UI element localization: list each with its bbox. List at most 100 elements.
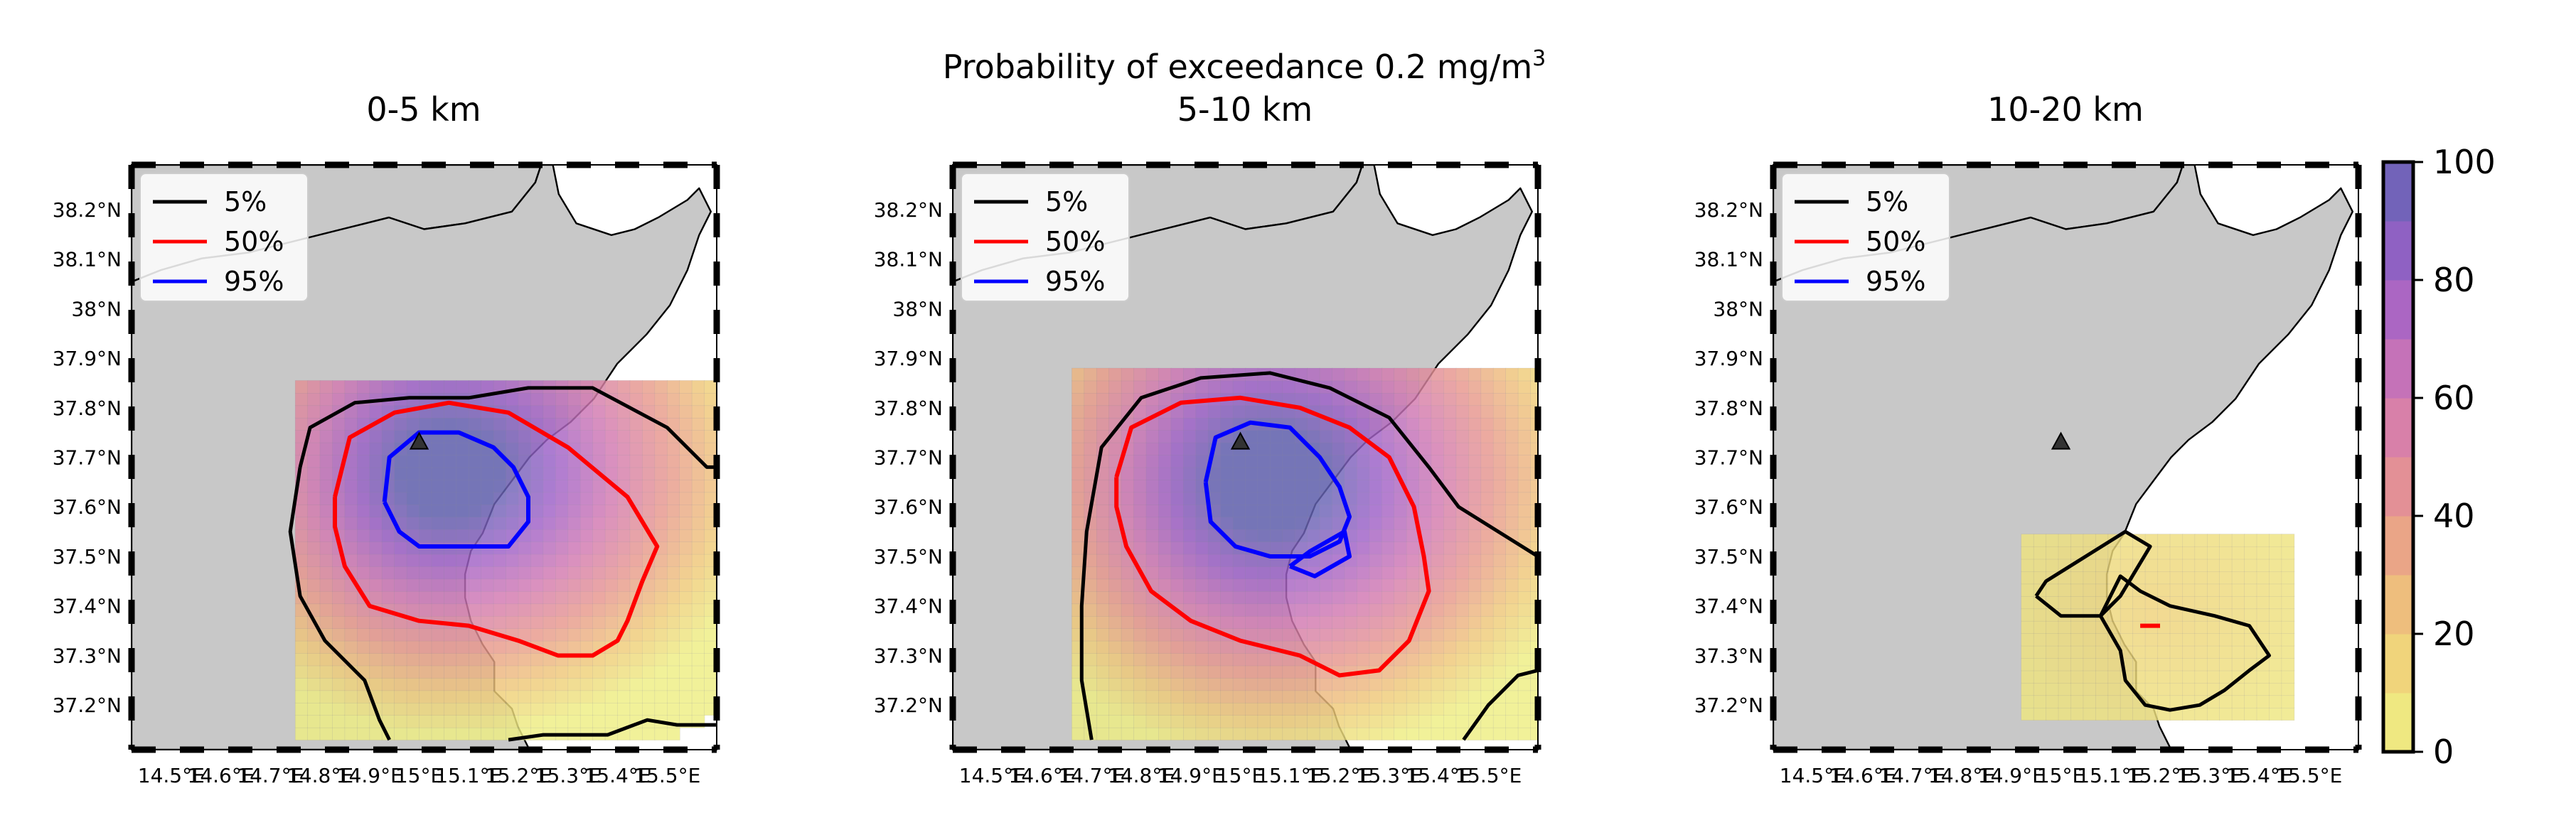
field-cell xyxy=(1294,491,1308,505)
field-cell xyxy=(2231,707,2245,721)
field-cell xyxy=(2281,632,2295,647)
field-cell xyxy=(1319,714,1333,728)
colorbar-tick-label: 20 xyxy=(2433,615,2475,653)
field-cell xyxy=(1431,727,1445,740)
field-cell xyxy=(1232,529,1246,542)
x-tick-label: 14.6°E xyxy=(1829,764,1896,787)
field-cell xyxy=(1071,442,1085,455)
field-cell xyxy=(543,714,557,728)
field-cell xyxy=(2281,583,2295,597)
field-cell xyxy=(1381,491,1395,505)
field-cell xyxy=(1517,578,1532,592)
field-cell xyxy=(592,541,606,555)
colorbar-band xyxy=(2383,516,2413,576)
field-cell xyxy=(1480,714,1495,728)
field-cell xyxy=(1455,603,1470,617)
field-cell xyxy=(2231,657,2245,672)
field-cell xyxy=(406,454,420,468)
field-cell xyxy=(1207,417,1222,431)
field-cell xyxy=(506,591,519,605)
figure-suptitle: Probability of exceedance 0.2 mg/m3 xyxy=(943,46,1546,86)
field-cell xyxy=(356,615,370,630)
field-cell xyxy=(2046,670,2059,684)
field-cell xyxy=(307,578,321,592)
field-cell xyxy=(1121,491,1135,505)
field-cell xyxy=(468,491,482,505)
field-cell xyxy=(617,554,631,567)
field-cell xyxy=(1517,640,1532,654)
field-cell xyxy=(332,665,346,679)
figure-suptitle-main: Probability of exceedance 0.2 mg/m xyxy=(943,48,1532,86)
field-cell xyxy=(1121,578,1135,592)
field-cell xyxy=(431,627,445,642)
field-cell xyxy=(2244,595,2257,610)
field-cell xyxy=(1170,566,1185,580)
field-cell xyxy=(481,652,495,667)
field-cell xyxy=(1220,689,1234,703)
field-cell xyxy=(691,392,705,406)
y-tick-label: 38.2°N xyxy=(1694,198,1763,222)
field-cell xyxy=(431,467,445,480)
map-panel-0-5km: 0-5 km 37.2°N37.3°N37.4°N37.5°N37.6°N37.… xyxy=(53,90,720,787)
field-cell xyxy=(1294,727,1308,740)
field-cell xyxy=(2169,657,2184,672)
field-cell xyxy=(1257,665,1271,679)
field-cell xyxy=(444,554,457,567)
field-cell xyxy=(654,566,668,580)
field-cell xyxy=(2182,682,2196,696)
field-cell xyxy=(555,417,569,431)
field-cell xyxy=(1431,689,1445,703)
field-cell xyxy=(1084,417,1098,431)
field-cell xyxy=(1183,404,1197,419)
field-cell xyxy=(1232,652,1246,667)
field-cell xyxy=(294,404,309,419)
field-cell xyxy=(356,627,370,642)
field-cell xyxy=(530,529,544,542)
field-cell xyxy=(1084,404,1098,419)
field-cell xyxy=(344,591,358,605)
field-cell xyxy=(1108,591,1122,605)
field-cell xyxy=(1121,615,1135,630)
field-cell xyxy=(1071,727,1085,740)
field-cell xyxy=(2046,707,2059,721)
field-cell xyxy=(1455,702,1470,716)
field-cell xyxy=(604,429,619,443)
field-cell xyxy=(419,566,432,580)
x-tick-label: 15.2°E xyxy=(485,764,552,787)
field-cell xyxy=(356,566,370,580)
field-cell xyxy=(1108,615,1122,630)
field-cell xyxy=(506,615,519,630)
y-tick-label: 38.2°N xyxy=(53,198,122,222)
y-tick-label: 37.8°N xyxy=(53,397,122,420)
field-cell xyxy=(456,529,470,542)
field-cell xyxy=(444,491,457,505)
field-cell xyxy=(1270,529,1283,542)
field-cell xyxy=(1232,380,1246,394)
colorbar-band xyxy=(2383,339,2413,399)
field-cell xyxy=(1530,727,1538,740)
field-cell xyxy=(294,677,309,691)
field-cell xyxy=(2058,645,2072,659)
field-cell xyxy=(356,727,370,740)
field-cell xyxy=(716,578,717,592)
field-cell xyxy=(1195,714,1209,728)
field-cell xyxy=(1468,491,1482,505)
field-cell xyxy=(2144,682,2159,696)
field-cell xyxy=(579,529,594,542)
field-cell xyxy=(481,529,495,542)
field-cell xyxy=(456,417,470,431)
field-cell xyxy=(307,689,321,703)
field-cell xyxy=(543,516,557,530)
field-cell xyxy=(1319,429,1333,443)
field-cell xyxy=(1096,541,1110,555)
field-cell xyxy=(555,404,569,419)
field-cell xyxy=(1418,504,1432,518)
field-cell xyxy=(691,380,705,394)
field-cell xyxy=(679,479,693,493)
field-cell xyxy=(1195,529,1209,542)
field-cell xyxy=(1505,702,1519,716)
field-cell xyxy=(1517,702,1532,716)
field-cell xyxy=(1257,627,1271,642)
field-cell xyxy=(1133,380,1147,394)
field-cell xyxy=(444,727,457,740)
